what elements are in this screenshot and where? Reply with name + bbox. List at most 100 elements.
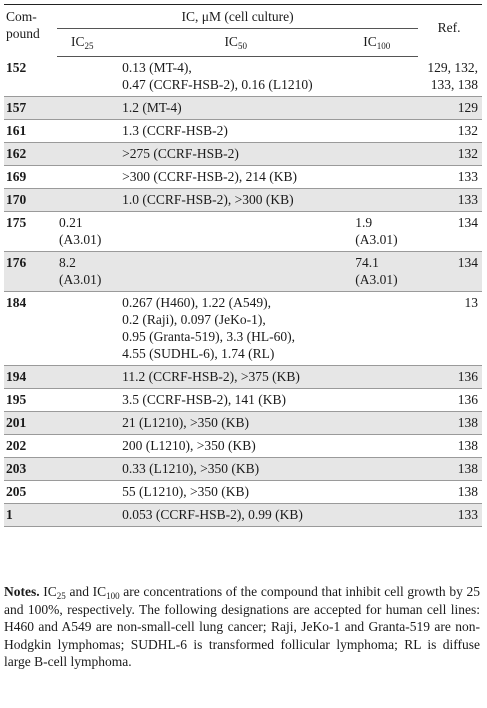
notes-sub-100: 100 bbox=[106, 591, 120, 601]
ic100-cell bbox=[353, 57, 418, 97]
table-row: 157 1.2 (MT-4) 129 bbox=[4, 96, 482, 120]
ref-cell-line: 138 bbox=[457, 461, 478, 476]
ref-cell: 132 bbox=[418, 120, 482, 143]
ic25-cell bbox=[57, 292, 118, 366]
table-row: 194 11.2 (CCRF-HSB-2), >375 (KB) 136 bbox=[4, 365, 482, 389]
ic50-cell-line: 0.33 (L1210), >350 (KB) bbox=[122, 461, 260, 476]
table-row: 161 1.3 (CCRF-HSB-2) 132 bbox=[4, 120, 482, 143]
ic25-cell-line: (A3.01) bbox=[59, 272, 102, 287]
ic25-cell bbox=[57, 57, 118, 97]
table-body: 152 0.13 (MT-4), 0.47 (CCRF-HSB-2), 0.16 (… bbox=[4, 57, 482, 527]
ic50-cell-line: 0.2 (Raji), 0.097 (JeKo-1), bbox=[122, 312, 266, 327]
ref-cell-line: 133, 138 bbox=[430, 76, 478, 92]
ref-cell-line: 13 bbox=[464, 295, 479, 310]
compound-cell: 161 bbox=[6, 123, 27, 138]
ic100-cell bbox=[353, 389, 418, 412]
header-ref: Ref. bbox=[437, 20, 461, 35]
ic100-cell bbox=[353, 142, 419, 166]
compound-cell: 162 bbox=[4, 142, 58, 166]
ic25-cell bbox=[57, 503, 119, 527]
ref-cell-line: 129 bbox=[457, 100, 478, 115]
ref-cell: 134 bbox=[418, 251, 482, 292]
ref-cell-line: 129, 132, bbox=[427, 59, 478, 75]
ref-cell-line: 136 bbox=[457, 392, 478, 407]
compound-cell: 157 bbox=[4, 96, 58, 120]
ic25-cell bbox=[57, 166, 118, 189]
ic50-cell-line: 21 (L1210), >350 (KB) bbox=[122, 415, 249, 430]
ref-cell: 138 bbox=[418, 457, 482, 481]
ic100-cell bbox=[353, 292, 418, 366]
ic100-cell bbox=[353, 120, 418, 143]
header-compound-line2: pound bbox=[6, 26, 40, 41]
ic50-cell-line: 200 (L1210), >350 (KB) bbox=[122, 438, 256, 453]
ic100-cell: 74.1 (A3.01) bbox=[353, 251, 419, 292]
table-row: 176 8.2 (A3.01) 74.1 (A3.01) 134 bbox=[4, 251, 482, 292]
ic25-cell bbox=[57, 389, 118, 412]
ic50-cell: 21 (L1210), >350 (KB) bbox=[118, 411, 354, 435]
ref-cell: 129 bbox=[418, 96, 482, 120]
ic100-cell bbox=[353, 166, 418, 189]
table-row: 195 3.5 (CCRF-HSB-2), 141 (KB) 136 bbox=[4, 389, 482, 412]
ref-cell: 138 bbox=[418, 481, 482, 504]
ref-cell-line: 136 bbox=[457, 369, 478, 384]
table-row: 169 >300 (CCRF-HSB-2), 214 (KB) 133 bbox=[4, 166, 482, 189]
ref-cell-line: 133 bbox=[457, 507, 478, 522]
ic50-cell-line: 4.55 (SUDHL-6), 1.74 (RL) bbox=[122, 346, 275, 361]
ic100-cell: 1.9 (A3.01) bbox=[353, 212, 418, 252]
data-table: Com-pound IC, μM (cell culture) Ref. IC2… bbox=[4, 4, 482, 527]
ic25-cell-line: 0.21 bbox=[59, 215, 83, 230]
table-row: 184 0.267 (H460), 1.22 (A549), 0.2 (Raji),… bbox=[4, 292, 482, 366]
ic25-cell: 8.2 (A3.01) bbox=[57, 251, 119, 292]
ic50-cell-line: 0.267 (H460), 1.22 (A549), bbox=[122, 295, 271, 310]
compound-cell: 1 bbox=[4, 503, 58, 527]
ic50-cell bbox=[118, 212, 353, 252]
ic50-cell: 3.5 (CCRF-HSB-2), 141 (KB) bbox=[118, 389, 353, 412]
compound-cell: 201 bbox=[4, 411, 58, 435]
ref-cell: 138 bbox=[418, 435, 482, 458]
ref-cell: 134 bbox=[418, 212, 482, 252]
ic25-cell: 0.21 (A3.01) bbox=[57, 212, 118, 252]
ic50-cell: 1.2 (MT-4) bbox=[118, 96, 354, 120]
ic100-cell bbox=[353, 365, 419, 389]
compound-cell: 203 bbox=[4, 457, 58, 481]
table-row: 152 0.13 (MT-4), 0.47 (CCRF-HSB-2), 0.16 (… bbox=[4, 57, 482, 97]
ic100-cell-line: 1.9 bbox=[355, 215, 373, 230]
compound-cell: 175 bbox=[6, 215, 27, 230]
compound-cell: 176 bbox=[4, 251, 58, 292]
ic100-cell bbox=[353, 457, 419, 481]
ref-cell: 133 bbox=[418, 188, 482, 212]
ic50-cell bbox=[118, 251, 354, 292]
table-row: 1 0.053 (CCRF-HSB-2), 0.99 (KB) 133 bbox=[4, 503, 482, 527]
ic50-cell-line: 0.053 (CCRF-HSB-2), 0.99 (KB) bbox=[122, 507, 303, 522]
ref-cell-line: 138 bbox=[457, 415, 478, 430]
ic50-cell: >275 (CCRF-HSB-2) bbox=[118, 142, 354, 166]
header-compound: Com-pound bbox=[4, 5, 57, 57]
header-compound-line1: Com- bbox=[6, 9, 37, 24]
ic50-cell-line: >300 (CCRF-HSB-2), 214 (KB) bbox=[122, 169, 297, 184]
ref-cell-line: 132 bbox=[457, 146, 478, 161]
ic50-cell: 0.33 (L1210), >350 (KB) bbox=[118, 457, 354, 481]
ic50-cell: 0.053 (CCRF-HSB-2), 0.99 (KB) bbox=[118, 503, 354, 527]
notes-text-3: are concentrations of the compound that … bbox=[4, 584, 480, 669]
compound-cell: 170 bbox=[4, 188, 58, 212]
ref-cell: 13 bbox=[418, 292, 482, 366]
ic50-cell-line: 55 (L1210), >350 (KB) bbox=[122, 484, 249, 499]
compound-cell: 202 bbox=[6, 438, 27, 453]
ic100-cell bbox=[353, 411, 419, 435]
ic100-cell bbox=[353, 503, 419, 527]
ic50-cell: 200 (L1210), >350 (KB) bbox=[118, 435, 353, 458]
ic25-cell bbox=[57, 435, 118, 458]
ic100-cell bbox=[353, 96, 419, 120]
notes-label: Notes. bbox=[4, 584, 40, 599]
ic50-cell-line: 0.47 (CCRF-HSB-2), 0.16 (L1210) bbox=[122, 77, 313, 92]
ref-cell-line: 134 bbox=[457, 255, 478, 270]
ref-cell: 136 bbox=[418, 389, 482, 412]
table-row: 201 21 (L1210), >350 (KB) 138 bbox=[4, 411, 482, 435]
table-row: 175 0.21 (A3.01) 1.9 (A3.01) 134 bbox=[4, 212, 482, 252]
table-row: 162 >275 (CCRF-HSB-2) 132 bbox=[4, 142, 482, 166]
ref-cell-line: 133 bbox=[457, 192, 478, 207]
ic25-cell-line: (A3.01) bbox=[59, 232, 102, 247]
ic50-cell: 1.0 (CCRF-HSB-2), >300 (KB) bbox=[118, 188, 354, 212]
header-ic-group: IC, μM (cell culture) bbox=[57, 4, 419, 29]
